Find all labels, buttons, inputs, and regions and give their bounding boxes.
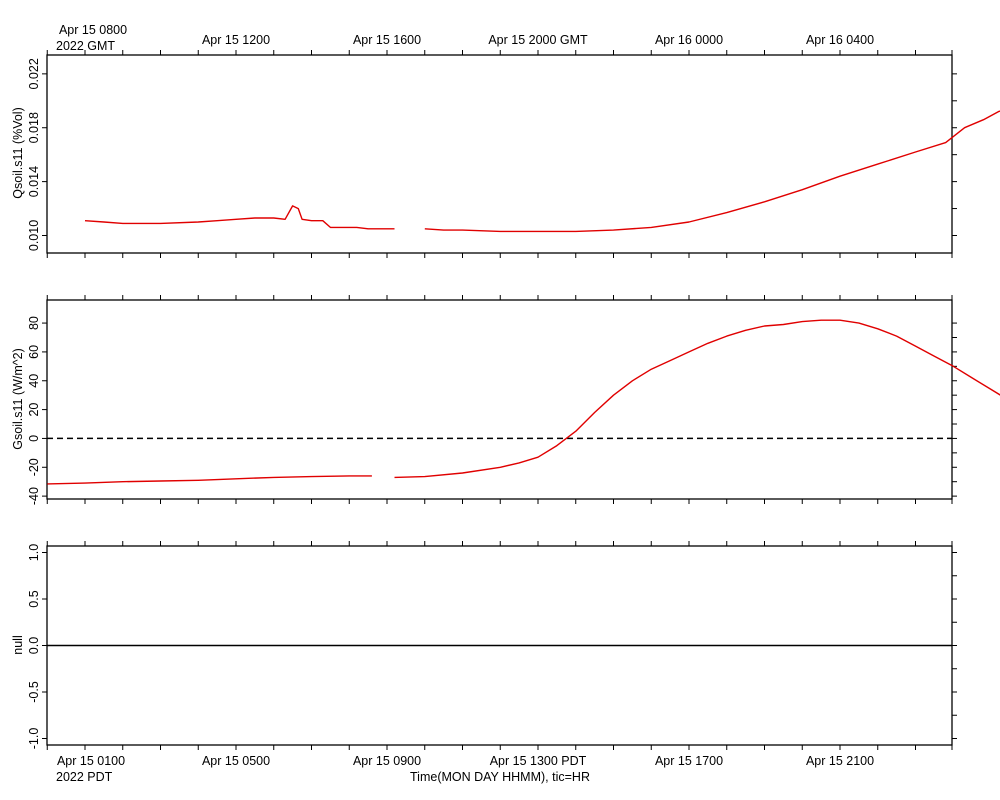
top-tick-label: Apr 15 1600 — [353, 33, 421, 47]
top-corner-label: 2022 GMT — [56, 39, 115, 53]
y-tick-label: 0.5 — [27, 590, 41, 607]
bottom-tick-label: Apr 15 0500 — [202, 754, 270, 768]
plot-frame — [46, 299, 953, 500]
y-tick-label: -40 — [27, 487, 41, 505]
y-tick-label: 1.0 — [27, 544, 41, 561]
y-tick-label: -1.0 — [27, 728, 41, 750]
series-line — [47, 475, 372, 485]
top-tick-label: Apr 15 1200 — [202, 33, 270, 47]
y-tick-label: 60 — [27, 345, 41, 359]
series-line — [84, 205, 395, 230]
axes-layer: 0.010 0.014 0.018 0.022 -40 -20 0 20 40 60 80 -1.0 -… — [27, 50, 957, 750]
bottom-corner-label: 2022 PDT — [56, 770, 113, 784]
y-tick-label: 0.010 — [27, 220, 41, 251]
y-tick-label: -0.5 — [27, 681, 41, 703]
y-axis-title: null — [11, 635, 25, 654]
y-tick-label: 0.014 — [27, 166, 41, 197]
bottom-tick-label: Apr 15 0100 — [57, 754, 125, 768]
series-line — [424, 110, 1000, 233]
bottom-tick-label: Apr 15 2100 — [806, 754, 874, 768]
plot-frame — [46, 54, 953, 254]
y-tick-label: 80 — [27, 316, 41, 330]
top-tick-label: Apr 15 0800 — [59, 23, 127, 37]
y-tick-label: -20 — [27, 458, 41, 476]
top-tick-label: Apr 16 0000 — [655, 33, 723, 47]
y-axis-title: Gsoil.s11 (W/m^2) — [11, 348, 25, 449]
bottom-tick-label: Apr 15 0900 — [353, 754, 421, 768]
top-tick-label: Apr 16 0400 — [806, 33, 874, 47]
bottom-tick-label: Apr 15 1300 PDT — [490, 754, 587, 768]
top-tick-label: Apr 15 2000 GMT — [488, 33, 588, 47]
series-layer — [47, 110, 1000, 647]
series-line — [394, 319, 1000, 479]
bottom-tick-label: Apr 15 1700 — [655, 754, 723, 768]
y-tick-label: 0 — [27, 435, 41, 442]
y-tick-label: 20 — [27, 403, 41, 417]
x-axis-title: Time(MON DAY HHMM), tic=HR — [410, 770, 590, 784]
y-tick-label: 0.018 — [27, 112, 41, 143]
y-tick-label: 0.022 — [27, 58, 41, 89]
y-axis-title: Qsoil.s11 (%Vol) — [11, 107, 25, 198]
y-tick-label: 0.0 — [27, 637, 41, 654]
y-tick-label: 40 — [27, 374, 41, 388]
